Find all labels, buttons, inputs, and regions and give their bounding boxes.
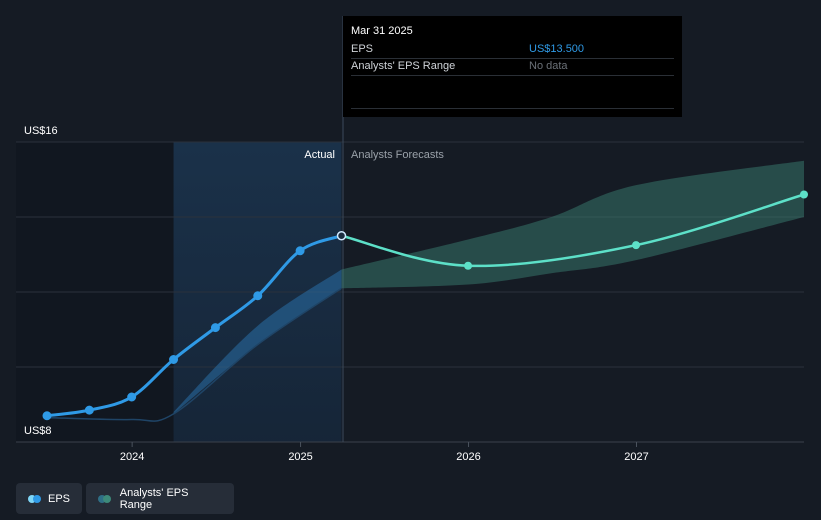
- eps-point: [42, 411, 52, 421]
- legend-range-button[interactable]: Analysts' EPS Range: [86, 483, 234, 514]
- tooltip-eps-value: US$13.500: [529, 43, 585, 55]
- tooltip-range-label: Analysts' EPS Range: [351, 60, 456, 72]
- gridlines: [16, 141, 804, 443]
- x-tick-label: 2024: [120, 451, 144, 463]
- eps-point: [84, 405, 94, 415]
- actual-region-label: Actual: [304, 149, 335, 161]
- legend-range-label: Analysts' EPS Range: [119, 486, 189, 511]
- eps-point: [210, 323, 220, 333]
- x-tick-label: 2025: [288, 451, 312, 463]
- eps-range-band-past-edge: [46, 287, 342, 422]
- eps-range-band-past: [173, 269, 342, 414]
- eps-range-band-forecast: [341, 160, 804, 289]
- eps-point: [295, 246, 305, 256]
- legend-eps-button[interactable]: EPS: [16, 483, 82, 514]
- tooltip-row-eps: EPS US$13.500: [351, 41, 674, 59]
- range-legend-icon: [98, 494, 112, 503]
- forecast-region-label: Analysts Forecasts: [351, 149, 444, 161]
- eps-point: [127, 392, 137, 402]
- legend-eps-label: EPS: [47, 492, 70, 505]
- eps-legend-icon: [28, 494, 41, 503]
- tooltip-eps-label: EPS: [351, 43, 374, 55]
- tooltip-divider: [351, 108, 674, 109]
- eps-forecast-point: [632, 241, 641, 250]
- y-label-top: US$16: [24, 125, 58, 137]
- eps-point: [253, 291, 263, 301]
- eps-forecast-point: [800, 190, 808, 199]
- eps-point-current: [336, 231, 347, 241]
- eps-forecast-point: [464, 261, 473, 270]
- tooltip-row-range: Analysts' EPS Range No data: [351, 58, 674, 76]
- eps-forecast-line: [341, 193, 805, 268]
- tooltip-range-value: No data: [529, 60, 568, 72]
- x-tick-label: 2027: [624, 451, 648, 463]
- x-tick-label: 2026: [456, 451, 480, 463]
- tooltip: Mar 31 2025 EPS US$13.500 Analysts' EPS …: [343, 16, 682, 117]
- tooltip-date: Mar 31 2025: [351, 25, 413, 37]
- eps-point: [169, 355, 179, 364]
- y-label-bottom: US$8: [24, 425, 52, 437]
